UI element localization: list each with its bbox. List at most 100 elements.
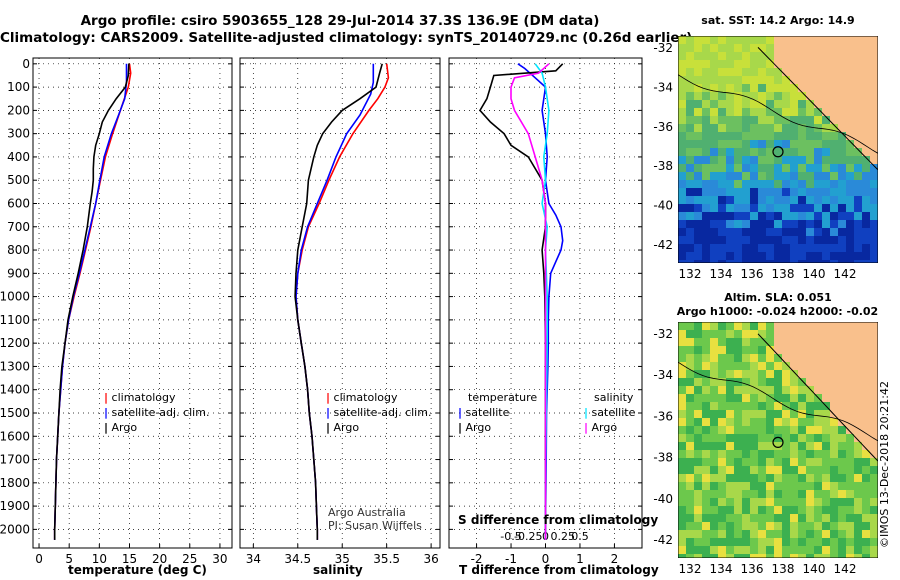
map-cell	[750, 252, 758, 260]
map-cell	[790, 116, 798, 124]
map-cell	[870, 442, 878, 450]
map-cell	[686, 522, 694, 530]
map-cell	[838, 220, 846, 228]
map-cell	[766, 204, 774, 212]
map-cell	[854, 330, 862, 338]
map-cell	[750, 426, 758, 434]
map-cell	[862, 52, 870, 60]
map-cell	[814, 100, 822, 108]
map-cell	[726, 506, 734, 514]
map-cell	[742, 228, 750, 236]
map-cell	[734, 92, 742, 100]
map-cell	[766, 92, 774, 100]
map-cell	[750, 92, 758, 100]
difference-panel: -2 -1 0 1 2-0.5-0.25 0 0.250.5	[448, 57, 643, 566]
map-cell	[710, 522, 718, 530]
map-cell	[838, 482, 846, 490]
map-cell	[830, 132, 838, 140]
map-cell	[750, 156, 758, 164]
map-cell	[854, 498, 862, 506]
map-cell	[798, 394, 806, 402]
map-cell	[758, 354, 766, 362]
map-cell	[766, 124, 774, 132]
map-cell	[822, 370, 830, 378]
map-cell	[750, 490, 758, 498]
map-cell	[822, 228, 830, 236]
map-cell	[870, 252, 878, 260]
map-cell	[862, 244, 870, 252]
map-cell	[822, 60, 830, 68]
map-cell	[854, 362, 862, 370]
map-cell	[806, 498, 814, 506]
map-cell	[790, 426, 798, 434]
map-cell	[790, 212, 798, 220]
map-cell	[694, 378, 702, 386]
map-cell	[870, 172, 878, 180]
map-cell	[798, 252, 806, 260]
map-cell	[782, 44, 790, 52]
map-cell	[694, 538, 702, 546]
map-cell	[726, 220, 734, 228]
map-cell	[782, 196, 790, 204]
map-cell	[710, 458, 718, 466]
map-cell	[806, 450, 814, 458]
map-cell	[822, 188, 830, 196]
map-cell	[790, 156, 798, 164]
map-cell	[854, 386, 862, 394]
map-cell	[862, 116, 870, 124]
map-cell	[782, 330, 790, 338]
map-cell	[686, 330, 694, 338]
map-cell	[822, 466, 830, 474]
map-cell	[870, 434, 878, 442]
map-cell	[750, 322, 758, 330]
map-cell	[838, 172, 846, 180]
map-cell	[870, 450, 878, 458]
map-cell	[750, 244, 758, 252]
map-cell	[814, 108, 822, 116]
map-cell	[742, 322, 750, 330]
map-cell	[726, 434, 734, 442]
map-cell	[854, 188, 862, 196]
map-cell	[854, 474, 862, 482]
map-cell	[718, 212, 726, 220]
map-cell	[870, 402, 878, 410]
map-cell	[822, 180, 830, 188]
map-cell	[686, 498, 694, 506]
map-cell	[782, 220, 790, 228]
map-cell	[838, 474, 846, 482]
map-cell	[854, 132, 862, 140]
map-cell	[686, 116, 694, 124]
map-cell	[702, 370, 710, 378]
map-cell	[718, 100, 726, 108]
map-cell	[862, 212, 870, 220]
map-cell	[718, 148, 726, 156]
map-cell	[798, 68, 806, 76]
map-cell	[822, 458, 830, 466]
map-cell	[806, 354, 814, 362]
map-cell	[798, 466, 806, 474]
map-cell	[806, 458, 814, 466]
map-cell	[782, 204, 790, 212]
map-cell	[750, 506, 758, 514]
map-cell	[790, 498, 798, 506]
map-cell	[734, 394, 742, 402]
map-cell	[790, 60, 798, 68]
map-cell	[814, 76, 822, 84]
map-cell	[710, 394, 718, 402]
map-cell	[694, 196, 702, 204]
map-cell	[718, 124, 726, 132]
map-cell	[782, 386, 790, 394]
map-cell	[726, 76, 734, 84]
map-cell	[710, 362, 718, 370]
map-cell	[742, 180, 750, 188]
map-cell	[774, 92, 782, 100]
map-cell	[718, 156, 726, 164]
map-cell	[782, 418, 790, 426]
isobath-line	[678, 74, 878, 154]
map-cell	[806, 132, 814, 140]
map-cell	[830, 338, 838, 346]
legend-temp-satellite: | satellite	[458, 406, 510, 419]
map-cell	[758, 188, 766, 196]
x-tick-label: 10	[92, 552, 107, 566]
map-cell	[838, 116, 846, 124]
